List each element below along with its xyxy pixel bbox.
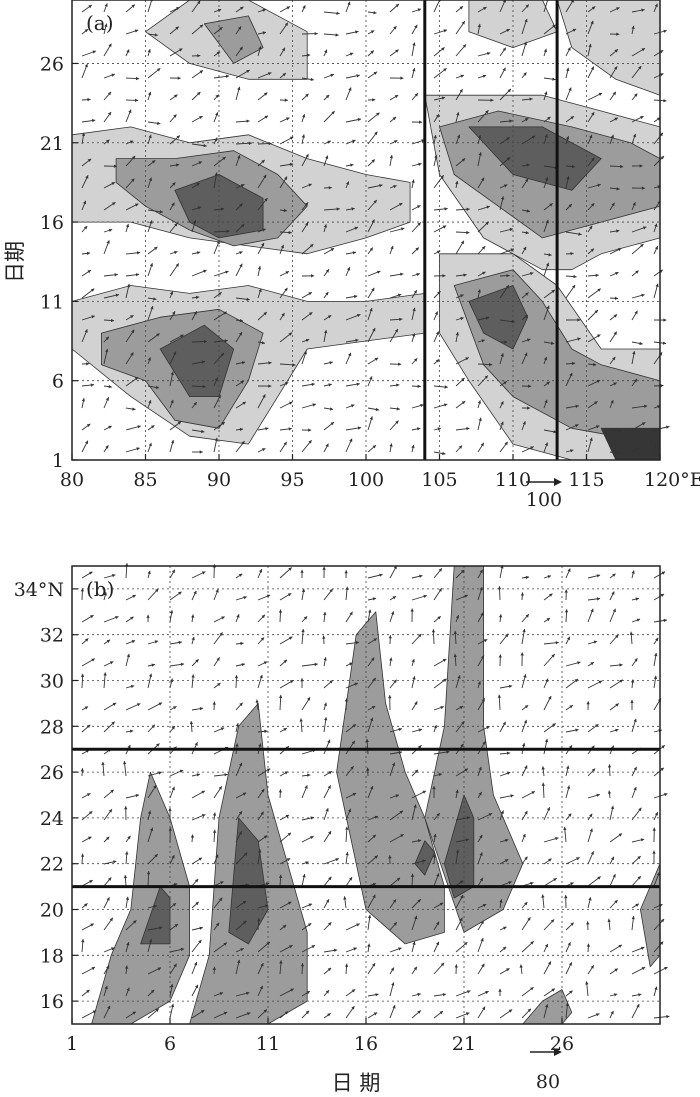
panel-a: 80 85 90 95 100 105 110 115 120°E 1611162126 (a)… <box>3 0 700 511</box>
y-tick-label: 16 <box>40 212 64 234</box>
y-tick-label: 24 <box>40 808 64 830</box>
y-tick-label: 26 <box>40 53 64 75</box>
wind-vector-head <box>666 426 669 429</box>
y-tick-label: 26 <box>40 762 64 784</box>
panel-b-y-ticks: 16 18 20 22 24 26 28 30 32 34°N <box>14 579 78 1013</box>
vector-scale-label: 100 <box>526 489 562 511</box>
y-tick-label: 16 <box>40 991 64 1013</box>
y-tick-label: 34°N <box>14 579 64 601</box>
x-tick-label: 16 <box>354 1033 378 1055</box>
x-tick-label: 21 <box>452 1033 476 1055</box>
panel-b: 1 6 11 16 21 26 16182022242628303234°N (b) 日 … <box>14 563 670 1095</box>
panel-a-label: (a) <box>86 11 114 35</box>
y-tick-label: 18 <box>40 945 64 967</box>
wind-vector-head <box>663 318 666 321</box>
x-tick-label: 85 <box>133 469 157 491</box>
x-tick-label: 11 <box>256 1033 280 1055</box>
x-tick-label: 115 <box>568 469 604 491</box>
wind-vector-head <box>663 99 666 102</box>
x-tick-label: 105 <box>421 469 457 491</box>
panel-b-shaded-contours <box>72 566 660 1024</box>
y-tick-label: 11 <box>40 291 64 313</box>
x-tick-label: 90 <box>207 469 231 491</box>
x-tick-label: 80 <box>60 469 84 491</box>
y-tick-label: 22 <box>40 854 64 876</box>
panel-a-vector-scale: 100 <box>526 478 562 511</box>
vector-scale-arrowhead <box>554 478 562 486</box>
y-tick-label: 6 <box>52 371 64 393</box>
x-tick-label: 6 <box>164 1033 176 1055</box>
x-tick-label: 95 <box>280 469 304 491</box>
panel-a-y-axis-label: 日期 <box>3 241 27 283</box>
y-tick-label: 28 <box>40 716 64 738</box>
y-tick-label: 32 <box>40 625 64 647</box>
panel-b-label: (b) <box>86 577 114 601</box>
y-tick-label: 30 <box>40 671 64 693</box>
x-tick-label: 110 <box>495 469 531 491</box>
y-tick-label: 20 <box>40 900 64 922</box>
y-tick-label: 1 <box>52 450 64 472</box>
panel-b-x-axis-label: 日 期 <box>332 1071 381 1095</box>
x-tick-label: 1 <box>66 1033 78 1055</box>
vector-scale-label: 80 <box>536 1071 560 1093</box>
wind-vector-head <box>660 384 663 387</box>
y-tick-label: 21 <box>40 133 64 155</box>
x-tick-label: 100 <box>348 469 384 491</box>
x-tick-label: 120°E <box>644 469 700 491</box>
